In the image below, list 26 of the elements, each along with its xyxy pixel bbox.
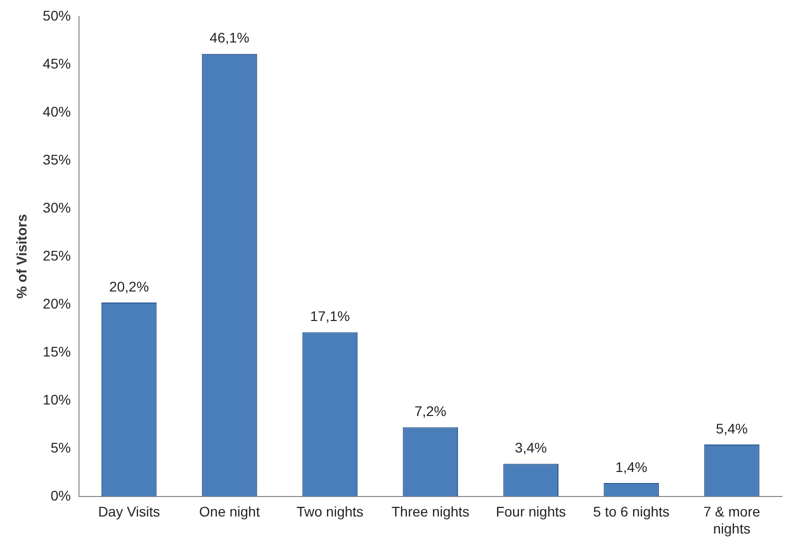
data-label: 5,4% <box>716 420 748 436</box>
x-tick-label: Four nights <box>496 504 566 520</box>
x-tick-label: Day Visits <box>98 504 160 520</box>
data-label: 1,4% <box>615 458 648 475</box>
y-tick-label: 10% <box>42 391 71 408</box>
data-label: 46,1% <box>210 30 250 46</box>
y-tick-label: 15% <box>42 343 71 360</box>
x-tick-label: 7 & more nights <box>703 504 760 536</box>
x-tick-label: Three nights <box>391 504 470 520</box>
y-axis-title: % of Visitors <box>13 214 30 299</box>
y-tick-label: 20% <box>42 295 71 312</box>
x-tick-label: 5 to 6 nights <box>593 504 670 520</box>
y-tick-label: 5% <box>50 439 71 456</box>
data-label: 7,2% <box>414 403 446 420</box>
x-tick-label: Two nights <box>296 504 364 520</box>
y-tick-label: 50% <box>42 7 71 24</box>
x-tick-label: One night <box>199 504 260 520</box>
y-tick-label: 30% <box>42 199 71 216</box>
data-label: 20,2% <box>109 278 149 294</box>
y-tick-label: 35% <box>42 151 71 168</box>
data-label: 17,1% <box>310 308 350 324</box>
y-tick-label: 0% <box>50 487 71 504</box>
y-tick-label: 45% <box>42 55 71 72</box>
data-label: 3,4% <box>514 440 547 456</box>
y-tick-label: 40% <box>42 103 71 120</box>
y-tick-label: 25% <box>42 247 71 264</box>
